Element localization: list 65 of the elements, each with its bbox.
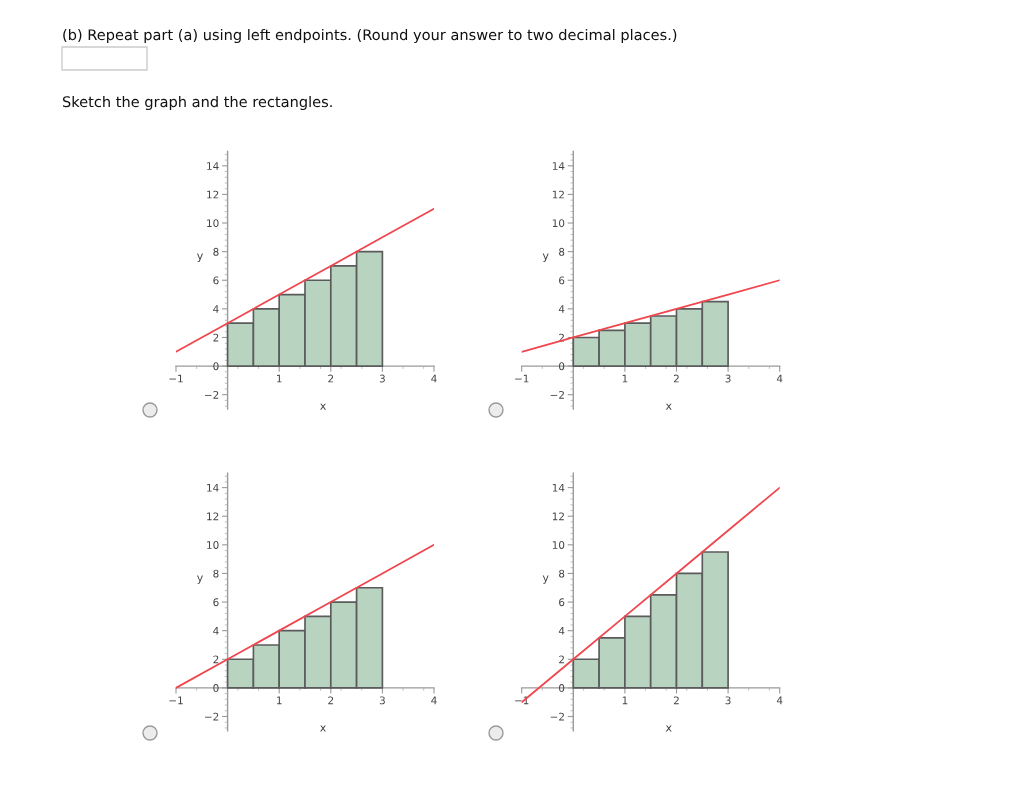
y-tick-label: 4 xyxy=(213,305,219,313)
x-tick-label: −1 xyxy=(515,374,529,383)
x-axis-title: x xyxy=(665,403,672,410)
x-tick-label: 1 xyxy=(277,696,282,705)
text: Sketch the graph and the rectangles. xyxy=(62,95,332,111)
y-tick-label: 14 xyxy=(207,162,219,170)
y-tick-label: 10 xyxy=(552,541,565,549)
y-tick-label: −2 xyxy=(205,390,219,399)
x-tick-label: 3 xyxy=(379,374,385,383)
x-axis-title: x xyxy=(320,725,326,732)
x-tick-label: 4 xyxy=(431,374,437,383)
y-axis-title: y xyxy=(542,253,549,262)
x-axis-title: x xyxy=(320,403,326,410)
x-tick-label: −1 xyxy=(169,374,183,383)
y-tick-label: 0 xyxy=(559,362,565,371)
y-tick-label: 6 xyxy=(213,598,219,607)
y-tick-label: 2 xyxy=(559,655,564,664)
y-axis-title: y xyxy=(197,253,203,262)
y-tick-label: 4 xyxy=(213,627,219,635)
x-tick-label: 3 xyxy=(725,374,731,383)
y-axis-title: y xyxy=(542,575,549,584)
x-tick-label: 1 xyxy=(622,696,628,705)
y-tick-label: 8 xyxy=(559,569,565,578)
y-tick-label: 14 xyxy=(552,483,565,492)
y-tick-label: 2 xyxy=(213,333,219,342)
y-tick-label: 6 xyxy=(559,276,565,285)
x-tick-label: 2 xyxy=(673,374,679,383)
y-tick-label: 4 xyxy=(558,627,565,635)
x-tick-label: 4 xyxy=(776,696,783,705)
y-tick-label: 10 xyxy=(552,219,565,228)
y-tick-label: −2 xyxy=(205,712,219,721)
y-axis-title: y xyxy=(197,575,203,584)
y-tick-label: 10 xyxy=(207,541,219,549)
y-tick-label: 12 xyxy=(552,512,564,521)
y-tick-label: 6 xyxy=(213,276,219,285)
y-tick-label: 10 xyxy=(207,219,219,228)
y-tick-label: 8 xyxy=(213,569,219,578)
y-tick-label: 6 xyxy=(559,598,565,607)
y-tick-label: 14 xyxy=(552,162,565,170)
line-series xyxy=(176,207,434,353)
x-tick-label: 3 xyxy=(379,696,385,705)
y-tick-label: 12 xyxy=(207,190,219,199)
y-tick-label: −2 xyxy=(550,390,564,399)
x-tick-label: −1 xyxy=(169,696,183,705)
y-tick-label: 12 xyxy=(552,190,564,199)
text: (b) Repeat part (a) using left endpoints. (Round your answer to two decimal places.) xyxy=(63,28,677,44)
x-tick-label: 1 xyxy=(277,374,282,383)
y-tick-label: −2 xyxy=(550,712,564,721)
y-tick-label: 0 xyxy=(213,362,219,371)
x-tick-label: 2 xyxy=(328,374,334,383)
y-tick-label: 8 xyxy=(559,247,565,256)
y-tick-label: 14 xyxy=(207,483,219,492)
y-tick-label: 0 xyxy=(559,684,565,692)
y-tick-label: 2 xyxy=(213,655,219,664)
y-tick-label: 0 xyxy=(213,684,219,692)
x-tick-label: 2 xyxy=(673,696,679,705)
y-tick-label: 12 xyxy=(207,512,219,521)
y-tick-label: 4 xyxy=(558,305,565,313)
x-axis-title: x xyxy=(665,725,672,732)
x-tick-label: 4 xyxy=(776,374,783,383)
x-tick-label: 1 xyxy=(622,374,628,383)
y-tick-label: 8 xyxy=(213,247,219,256)
x-tick-label: 2 xyxy=(328,696,334,705)
x-tick-label: 3 xyxy=(725,696,731,705)
x-tick-label: 4 xyxy=(431,696,437,705)
